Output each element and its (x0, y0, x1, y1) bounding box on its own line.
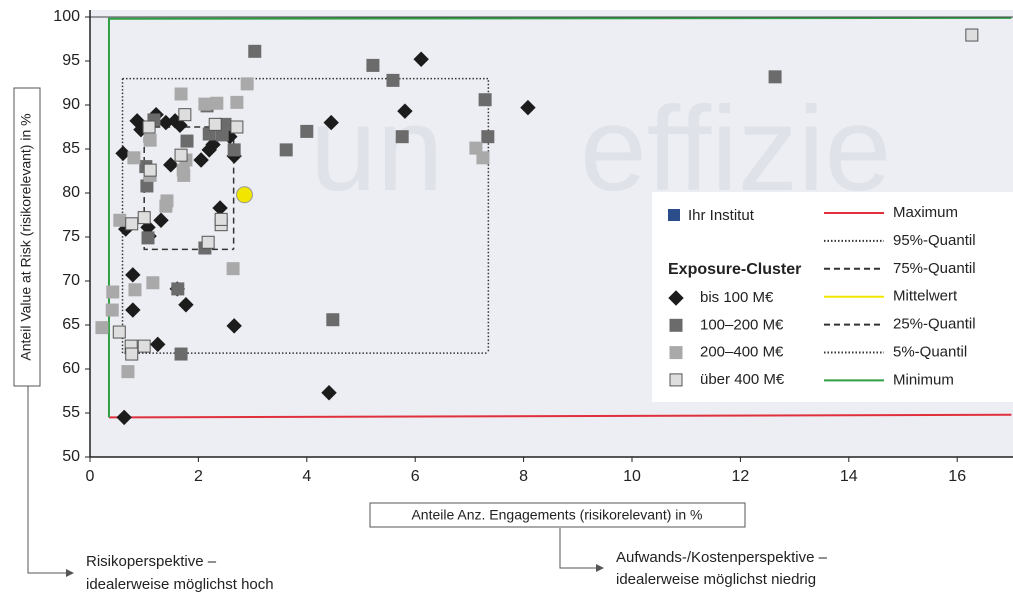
legend-label: Mittelwert (893, 288, 958, 305)
point (301, 125, 313, 137)
point (172, 283, 184, 295)
point (387, 74, 399, 86)
legend-swatch (670, 347, 682, 359)
x-tick-label: 6 (411, 468, 420, 485)
point (477, 152, 489, 164)
y-tick-label: 65 (62, 316, 80, 333)
point (280, 144, 292, 156)
y-tick-label: 85 (62, 140, 80, 157)
point (211, 97, 223, 109)
legend-swatch (668, 209, 680, 221)
legend-title: Exposure-Cluster (668, 261, 801, 278)
annotation: Aufwands-/Kostenperspektive – (616, 549, 828, 566)
point (396, 131, 408, 143)
point (144, 164, 156, 176)
x-tick-label: 14 (840, 468, 858, 485)
point (143, 121, 155, 133)
point (96, 322, 108, 334)
legend-swatch (670, 319, 682, 331)
point (138, 340, 150, 352)
x-tick-label: 4 (302, 468, 311, 485)
y-tick-label: 55 (62, 404, 80, 421)
annotation-arrow (560, 528, 598, 568)
legend-label: 95%-Quantil (893, 232, 976, 249)
point (126, 348, 138, 360)
point (113, 326, 125, 338)
point (209, 118, 221, 130)
legend-label: Minimum (893, 371, 954, 388)
point (129, 284, 141, 296)
point (126, 218, 138, 230)
legend-label: 25%-Quantil (893, 316, 976, 333)
annotation: idealerweise möglichst niedrig (616, 571, 816, 588)
legend-label: 75%-Quantil (893, 260, 976, 277)
chart: un effizie 50556065707580859095100024681… (0, 0, 1013, 600)
x-tick-label: 12 (732, 468, 750, 485)
legend-label: über 400 M€ (700, 371, 785, 388)
arrow-head (596, 564, 604, 572)
x-tick-label: 2 (194, 468, 203, 485)
point (327, 314, 339, 326)
point (179, 109, 191, 121)
point (231, 96, 243, 108)
point (175, 149, 187, 161)
point (367, 59, 379, 71)
y-tick-label: 100 (53, 8, 80, 25)
point (122, 366, 134, 378)
y-tick-label: 60 (62, 360, 80, 377)
legend-label: 5%-Quantil (893, 343, 967, 360)
legend-label: bis 100 M€ (700, 289, 774, 306)
point (231, 121, 243, 133)
point (227, 263, 239, 275)
point (249, 45, 261, 57)
y-tick-label: 70 (62, 272, 80, 289)
point (142, 232, 154, 244)
x-axis-label: Anteile Anz. Engagements (risikorelevant… (411, 507, 702, 523)
x-tick-label: 8 (519, 468, 528, 485)
x-tick-label: 10 (623, 468, 641, 485)
point (106, 304, 118, 316)
point (175, 348, 187, 360)
x-tick-label: 0 (86, 468, 95, 485)
point (241, 78, 253, 90)
point (199, 98, 211, 110)
legend-label: 100–200 M€ (700, 316, 784, 333)
y-tick-label: 95 (62, 52, 80, 69)
point (107, 286, 119, 298)
point (479, 94, 491, 106)
point (138, 212, 150, 224)
point (769, 71, 781, 83)
legend-label: Maximum (893, 204, 958, 221)
y-axis-label: Anteil Value at Risk (risikorelevant) in… (18, 113, 34, 360)
mean-point (236, 187, 252, 203)
point (181, 135, 193, 147)
y-tick-label: 50 (62, 448, 80, 465)
y-tick-label: 90 (62, 96, 80, 113)
legend-label: Ihr Institut (688, 207, 755, 224)
legend-label: 200–400 M€ (700, 344, 784, 361)
point (215, 213, 227, 225)
point (128, 152, 140, 164)
point (161, 195, 173, 207)
point (175, 88, 187, 100)
point (202, 236, 214, 248)
annotation: idealerweise möglichst hoch (86, 576, 274, 593)
point (144, 134, 156, 146)
y-tick-label: 75 (62, 228, 80, 245)
arrow-head (66, 569, 74, 577)
watermark: un (310, 82, 443, 216)
point (114, 214, 126, 226)
point (147, 277, 159, 289)
point (482, 131, 494, 143)
annotation: Risikoperspektive – (86, 553, 217, 570)
point (228, 144, 240, 156)
x-tick-label: 16 (948, 468, 966, 485)
y-tick-label: 80 (62, 184, 80, 201)
legend-swatch (670, 374, 682, 386)
point (966, 29, 978, 41)
